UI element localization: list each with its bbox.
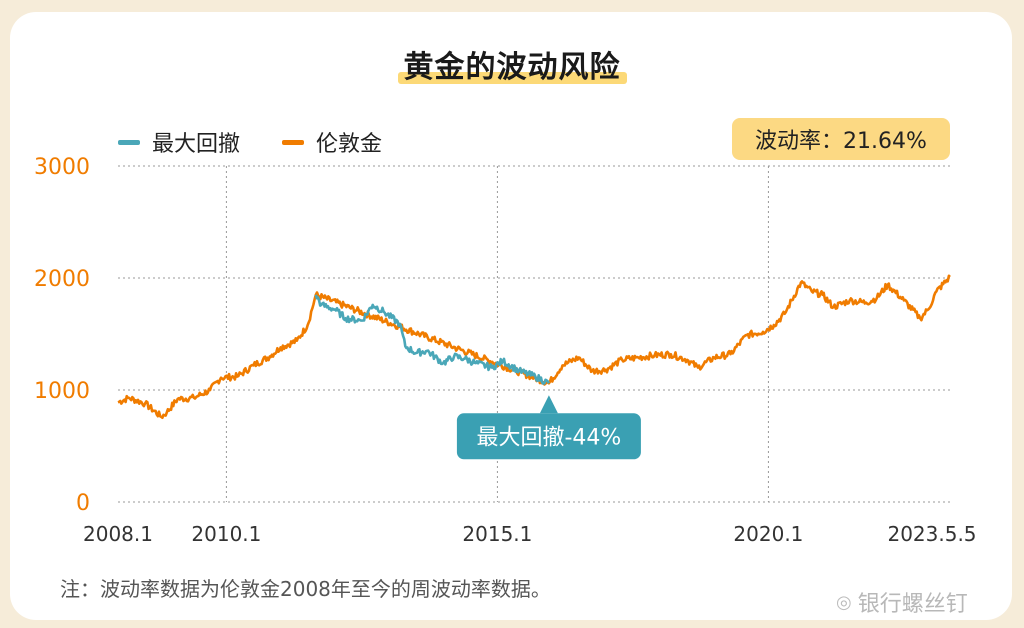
legend-item-gold: 伦敦金 [282,126,382,158]
legend: 最大回撤 伦敦金 [118,126,424,158]
footnote: 注：波动率数据为伦敦金2008年至今的周波动率数据。 [60,577,551,601]
legend-label-drawdown: 最大回撤 [152,132,241,157]
watermark-text: 银行螺丝钉 [857,592,968,617]
callout-box [456,413,641,460]
series-line-drawdown [314,294,551,385]
legend-item-drawdown: 最大回撤 [118,126,240,158]
x-tick-label: 2015.1 [462,522,532,546]
chart-card [10,12,1012,620]
weibo-icon: ◎ [836,591,852,613]
x-tick-label: 2020.1 [733,522,803,546]
callout-pointer [539,395,558,414]
watermark: ◎ 银行螺丝钉 [836,586,968,618]
volatility-badge: 波动率：21.64% [732,118,950,160]
x-tick-label: 2010.1 [191,522,261,546]
y-tick-label: 1000 [34,379,90,404]
callout-label: 最大回撤-44% [476,425,621,450]
x-tick-label: 2008.1 [83,522,153,546]
y-tick-label: 0 [76,491,90,516]
legend-label-gold: 伦敦金 [316,132,383,157]
x-tick-label: 2023.5.5 [887,522,976,546]
chart-title-text: 黄金的波动风险 [403,50,621,85]
chart-title: 黄金的波动风险 [397,42,627,86]
y-tick-label: 2000 [34,267,90,292]
title-highlight [397,72,627,84]
legend-swatch-drawdown [118,139,140,145]
title-wrap: 黄金的波动风险 [0,42,1024,86]
y-tick-label: 3000 [34,155,90,180]
series-line-gold [117,274,951,420]
legend-swatch-gold [282,139,305,145]
